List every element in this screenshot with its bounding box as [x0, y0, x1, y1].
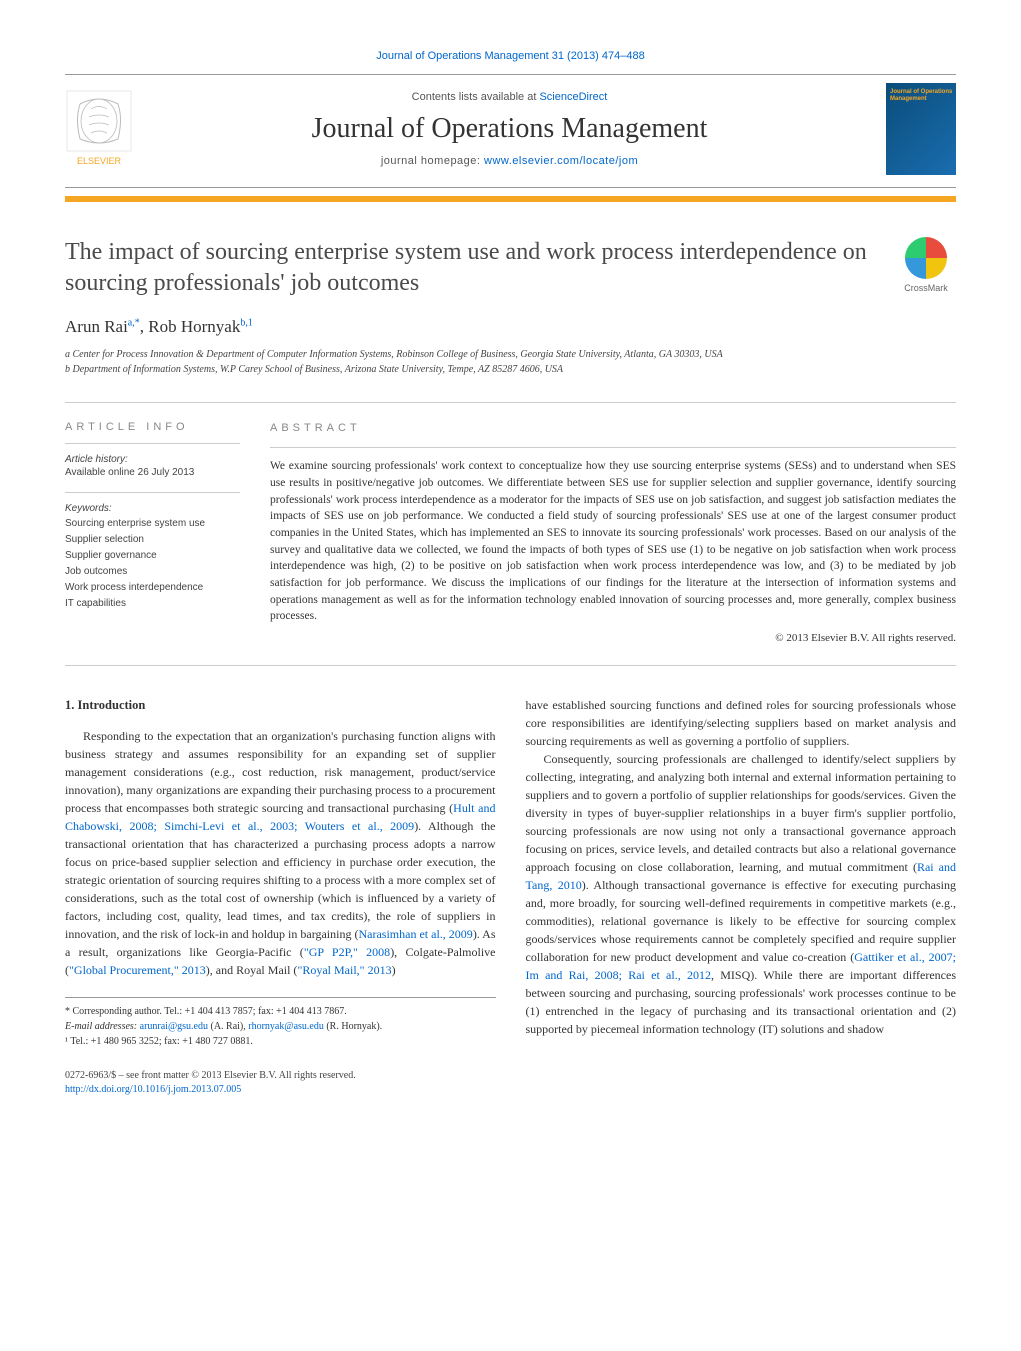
email-link[interactable]: arunrai@gsu.edu — [140, 1021, 208, 1032]
abstract-text: We examine sourcing professionals' work … — [270, 458, 956, 625]
header-center: Contents lists available at ScienceDirec… — [148, 91, 871, 167]
homepage-line: journal homepage: www.elsevier.com/locat… — [148, 155, 871, 167]
email-label: E-mail addresses: — [65, 1021, 140, 1032]
affiliation-a: a Center for Process Innovation & Depart… — [65, 347, 956, 362]
info-divider — [65, 443, 240, 444]
citation-link[interactable]: "GP P2P," 2008 — [304, 945, 390, 959]
history-text: Available online 26 July 2013 — [65, 467, 240, 478]
elsevier-logo: ELSEVIER — [65, 89, 133, 169]
body-paragraph: Consequently, sourcing professionals are… — [526, 750, 957, 1038]
keyword: Supplier selection — [65, 532, 240, 548]
contents-prefix: Contents lists available at — [412, 91, 540, 103]
column-left: 1. Introduction Responding to the expect… — [65, 696, 496, 1049]
affiliations: a Center for Process Innovation & Depart… — [65, 347, 956, 377]
article-title: The impact of sourcing enterprise system… — [65, 237, 876, 299]
footer-copyright: 0272-6963/$ – see front matter © 2013 El… — [65, 1069, 956, 1083]
article-info: ARTICLE INFO Article history: Available … — [65, 421, 240, 647]
history-label: Article history: — [65, 454, 240, 465]
crossmark-label: CrossMark — [896, 283, 956, 293]
crossmark-icon — [905, 237, 947, 279]
text: Consequently, sourcing professionals are… — [526, 752, 957, 874]
keyword: Sourcing enterprise system use — [65, 516, 240, 532]
citation-link[interactable]: "Global Procurement," 2013 — [69, 963, 206, 977]
author-2-sup: b,1 — [240, 318, 253, 329]
journal-cover: Journal of Operations Management — [886, 83, 956, 175]
footnotes: * Corresponding author. Tel.: +1 404 413… — [65, 997, 496, 1049]
orange-accent-bar — [65, 196, 956, 202]
text: Responding to the expectation that an or… — [65, 729, 496, 815]
footnote-email: E-mail addresses: arunrai@gsu.edu (A. Ra… — [65, 1019, 496, 1034]
header-citation: Journal of Operations Management 31 (201… — [65, 50, 956, 62]
citation-link[interactable]: Journal of Operations Management 31 (201… — [376, 50, 644, 62]
body-paragraph: Responding to the expectation that an or… — [65, 727, 496, 979]
homepage-link[interactable]: www.elsevier.com/locate/jom — [484, 155, 638, 167]
author-1: Arun Rai — [65, 317, 128, 336]
authors: Arun Raia,*, Rob Hornyakb,1 — [65, 317, 956, 337]
footnote-corr: * Corresponding author. Tel.: +1 404 413… — [65, 1004, 496, 1019]
homepage-prefix: journal homepage: — [381, 155, 484, 167]
footer-meta: 0272-6963/$ – see front matter © 2013 El… — [65, 1069, 956, 1097]
crossmark-badge[interactable]: CrossMark — [896, 237, 956, 293]
cover-text: Journal of Operations Management — [890, 89, 956, 103]
text: ). Although the transactional orientatio… — [65, 819, 496, 941]
body-columns: 1. Introduction Responding to the expect… — [65, 696, 956, 1049]
affiliation-b: b Department of Information Systems, W.P… — [65, 362, 956, 377]
body-paragraph: have established sourcing functions and … — [526, 696, 957, 750]
divider-2 — [65, 665, 956, 666]
author-2: Rob Hornyak — [148, 317, 240, 336]
keyword: Supplier governance — [65, 548, 240, 564]
email-name: (R. Hornyak). — [324, 1021, 382, 1032]
keyword: IT capabilities — [65, 596, 240, 612]
keyword: Job outcomes — [65, 564, 240, 580]
citation-link[interactable]: "Royal Mail," 2013 — [297, 963, 391, 977]
copyright: © 2013 Elsevier B.V. All rights reserved… — [270, 631, 956, 647]
info-heading: ARTICLE INFO — [65, 421, 240, 433]
email-link[interactable]: rhornyak@asu.edu — [248, 1021, 324, 1032]
abstract: ABSTRACT We examine sourcing professiona… — [270, 421, 956, 647]
svg-text:ELSEVIER: ELSEVIER — [77, 156, 122, 166]
author-sep: , — [140, 317, 149, 336]
column-right: have established sourcing functions and … — [526, 696, 957, 1049]
section-heading: 1. Introduction — [65, 696, 496, 715]
abstract-heading: ABSTRACT — [270, 421, 956, 437]
contents-line: Contents lists available at ScienceDirec… — [148, 91, 871, 103]
journal-title: Journal of Operations Management — [148, 113, 871, 145]
text: ) — [392, 963, 396, 977]
footnote-tel: ¹ Tel.: +1 480 965 3252; fax: +1 480 727… — [65, 1034, 496, 1049]
header-box: ELSEVIER Contents lists available at Sci… — [65, 74, 956, 188]
abstract-divider — [270, 447, 956, 448]
info-divider-2 — [65, 492, 240, 493]
text: ), and Royal Mail ( — [206, 963, 298, 977]
keywords-label: Keywords: — [65, 503, 240, 514]
sciencedirect-link[interactable]: ScienceDirect — [539, 91, 607, 103]
author-1-sup: a,* — [128, 318, 140, 329]
keyword: Work process interdependence — [65, 580, 240, 596]
keywords-list: Sourcing enterprise system use Supplier … — [65, 516, 240, 612]
doi-link[interactable]: http://dx.doi.org/10.1016/j.jom.2013.07.… — [65, 1084, 241, 1095]
citation-link[interactable]: Narasimhan et al., 2009 — [358, 927, 472, 941]
email-name: (A. Rai), — [208, 1021, 248, 1032]
